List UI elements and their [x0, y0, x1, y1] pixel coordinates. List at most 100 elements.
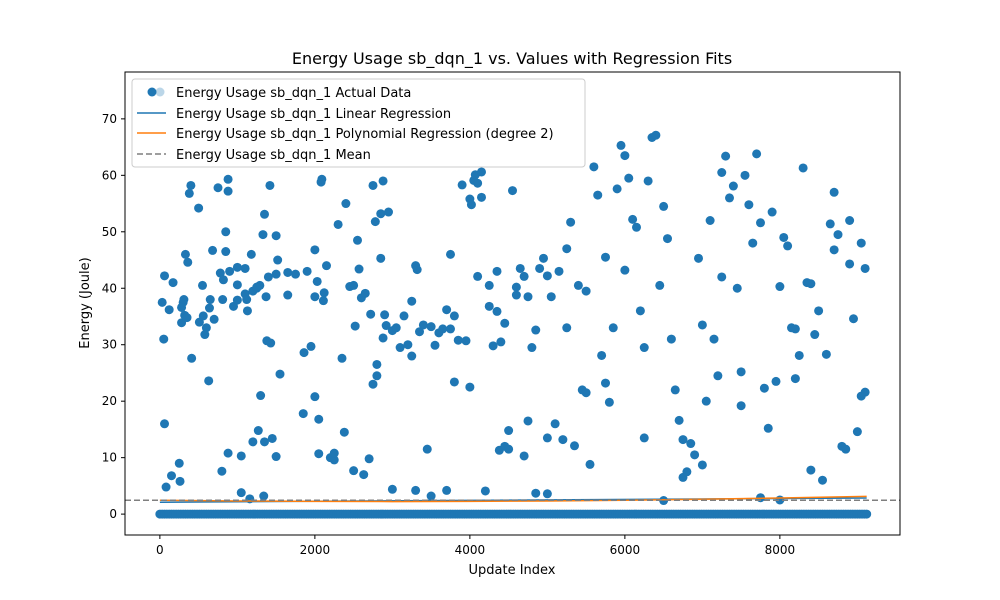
data-point [790, 324, 800, 334]
data-point [466, 200, 476, 210]
data-point [213, 183, 223, 193]
data-point [403, 340, 413, 350]
data-point [360, 288, 370, 298]
data-point [175, 476, 185, 486]
legend-label: Energy Usage sb_dqn_1 Actual Data [176, 86, 411, 101]
data-point [531, 488, 541, 498]
data-point [856, 238, 866, 248]
data-point [430, 340, 440, 350]
x-axis-label: Update Index [468, 563, 555, 578]
data-point [317, 174, 327, 184]
data-point [697, 460, 707, 470]
data-point [477, 167, 486, 177]
data-point [523, 292, 533, 302]
data-point [845, 259, 855, 269]
data-point [157, 297, 167, 307]
data-point [422, 444, 432, 454]
data-point [690, 450, 700, 460]
x-tick-label: 8000 [765, 543, 796, 557]
data-point [339, 427, 349, 437]
data-point [319, 288, 329, 298]
data-point [350, 321, 360, 331]
data-point [670, 385, 680, 395]
data-point [283, 267, 293, 277]
data-point [821, 349, 831, 359]
data-point [184, 188, 194, 198]
data-point [349, 466, 359, 476]
data-point [775, 282, 785, 292]
data-point [620, 151, 630, 161]
data-point [697, 320, 707, 330]
data-point [604, 397, 614, 407]
data-point [223, 174, 233, 184]
legend-marker [147, 87, 157, 97]
data-point [411, 485, 421, 495]
data-point [258, 230, 268, 240]
data-point [852, 427, 862, 437]
legend-label: Energy Usage sb_dqn_1 Mean [176, 148, 371, 163]
data-point [218, 295, 228, 305]
data-point [504, 426, 514, 436]
data-point [412, 265, 422, 275]
data-point [566, 217, 576, 227]
data-point [608, 323, 618, 333]
data-point [310, 292, 320, 302]
data-point [717, 168, 727, 178]
data-point [519, 451, 529, 461]
data-point [240, 263, 250, 273]
data-point [349, 280, 359, 290]
data-point [314, 449, 324, 459]
data-point [204, 303, 214, 313]
data-point [232, 295, 242, 305]
data-point [446, 324, 455, 334]
data-point [322, 261, 331, 271]
data-point [759, 383, 769, 393]
data-point-baseline [862, 509, 872, 519]
data-point [271, 269, 281, 279]
data-point [849, 314, 858, 324]
data-point [616, 140, 626, 150]
data-point [329, 455, 339, 465]
data-point [209, 314, 219, 324]
data-point [376, 209, 386, 219]
data-point [182, 313, 192, 323]
data-point [372, 371, 382, 381]
data-point [378, 176, 388, 186]
data-point [651, 130, 661, 140]
data-point [167, 471, 176, 481]
data-point [643, 176, 653, 186]
data-point [457, 180, 467, 190]
data-point [201, 323, 211, 333]
legend: Energy Usage sb_dqn_1 Actual Data Energy … [131, 78, 586, 168]
data-point [160, 271, 170, 281]
data-point [314, 414, 324, 424]
data-point [368, 379, 378, 389]
data-point [748, 238, 758, 248]
data-point [732, 283, 742, 293]
data-point [558, 435, 568, 445]
data-point [337, 353, 347, 363]
data-point [659, 201, 669, 211]
data-point [829, 245, 839, 255]
data-point [779, 232, 789, 242]
data-point [194, 203, 204, 213]
data-point [399, 311, 409, 321]
data-point [542, 433, 552, 443]
data-point [395, 343, 405, 353]
y-tick-label: 20 [102, 394, 117, 408]
data-point [674, 415, 684, 425]
data-point [666, 334, 676, 344]
data-point [519, 271, 529, 281]
data-point [260, 209, 269, 219]
legend-label: Energy Usage sb_dqn_1 Linear Regression [176, 107, 451, 122]
data-point [271, 231, 281, 241]
data-point [500, 318, 510, 328]
data-point [217, 466, 227, 476]
data-point [694, 253, 703, 263]
legend-box [131, 78, 586, 168]
data-point [223, 186, 233, 196]
data-point [415, 327, 424, 337]
data-point [713, 371, 723, 381]
plot-frame [124, 71, 901, 536]
